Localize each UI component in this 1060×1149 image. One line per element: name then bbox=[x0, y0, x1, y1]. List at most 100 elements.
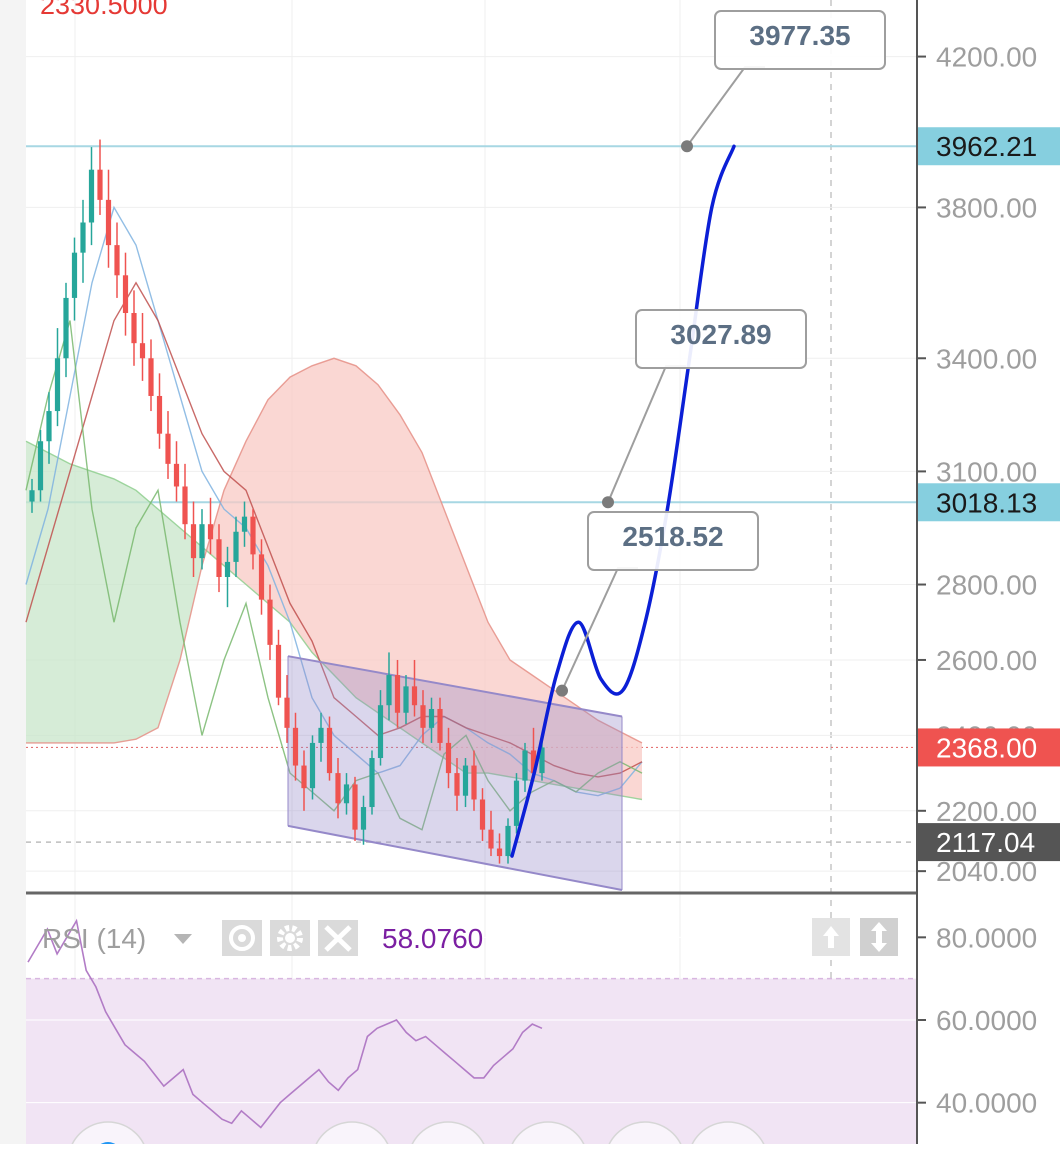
candle-body-down bbox=[207, 524, 214, 540]
candle-body-down bbox=[258, 554, 265, 600]
candle-body-down bbox=[190, 524, 197, 559]
projection-path[interactable] bbox=[510, 144, 736, 858]
candle-body-down bbox=[173, 463, 180, 487]
close-icon[interactable] bbox=[318, 920, 358, 956]
price-readout: 2330.5000 bbox=[40, 0, 168, 20]
candle-body-up bbox=[369, 758, 375, 808]
double-arrow-icon[interactable] bbox=[860, 918, 898, 956]
y-tick-label: 2800.00 bbox=[936, 570, 1037, 601]
crosshair-badge: 2117.04 bbox=[918, 823, 1060, 862]
candle-body-down bbox=[275, 644, 282, 698]
bottom-toolbar-button[interactable] bbox=[408, 1121, 488, 1149]
cloud-segment-bearish bbox=[334, 358, 356, 698]
price-callout[interactable]: 2518.52 bbox=[556, 511, 759, 697]
cloud-segment-bullish bbox=[136, 490, 158, 740]
y-tick-label: 3800.00 bbox=[936, 192, 1037, 223]
callout-box[interactable] bbox=[635, 309, 807, 369]
candle-body-down bbox=[445, 742, 452, 774]
cloud-segment-bearish bbox=[378, 384, 400, 728]
last-price-badge: 2368.00 bbox=[918, 728, 1060, 767]
candle-body-up bbox=[539, 747, 545, 774]
cloud-segment-bearish bbox=[400, 414, 422, 743]
rsi-label[interactable]: RSI (14) bbox=[42, 923, 146, 954]
rsi-band bbox=[26, 978, 916, 1144]
channel-upper-line[interactable] bbox=[287, 655, 623, 718]
candle-body-down bbox=[411, 686, 418, 706]
bottom-toolbar-button[interactable] bbox=[688, 1121, 768, 1149]
candle-body-up bbox=[54, 358, 61, 412]
callout-anchor-dot[interactable] bbox=[681, 140, 693, 153]
candle-body-up bbox=[63, 297, 69, 359]
cloud-segment-bearish bbox=[554, 690, 576, 789]
projection-layer[interactable] bbox=[510, 144, 736, 858]
cloud-segment-bearish bbox=[576, 705, 598, 792]
candle-body-down bbox=[437, 708, 443, 743]
candle-body-up bbox=[29, 490, 35, 502]
cloud-segment-bearish bbox=[444, 509, 466, 774]
candle-body-up bbox=[403, 686, 409, 713]
crosshair-badge-label: 2117.04 bbox=[936, 827, 1035, 858]
price-badges: 3962.21 3018.13 2368.00 2117.04 bbox=[918, 127, 1060, 862]
price-callout[interactable]: 3977.35 bbox=[681, 10, 886, 153]
eye-icon[interactable] bbox=[222, 920, 262, 956]
cloud-segment-bearish bbox=[466, 565, 488, 774]
candle-body-up bbox=[462, 765, 469, 796]
chikou-span-line bbox=[25, 320, 643, 831]
cloud-segment-bearish bbox=[312, 358, 334, 675]
candle-body-down bbox=[326, 727, 333, 774]
rsi-panel: 40.0000 60.0000 80.0000 bbox=[26, 918, 1037, 1149]
rsi-legend: RSI (14) 58.0760 bbox=[42, 918, 898, 956]
y-tick-label: 3400.00 bbox=[936, 343, 1037, 374]
candle-body-up bbox=[343, 784, 350, 804]
cloud-segment-bullish bbox=[114, 478, 136, 743]
candle-body-up bbox=[88, 169, 95, 223]
cloud-segment-bullish bbox=[70, 463, 92, 743]
y-tick-label: 3100.00 bbox=[936, 456, 1037, 487]
candle-body-down bbox=[479, 799, 486, 830]
candle-body-down bbox=[182, 486, 188, 525]
cloud-segment-bearish bbox=[268, 377, 290, 623]
cloud-segment-bearish bbox=[598, 720, 620, 796]
callout-box[interactable] bbox=[587, 511, 759, 571]
candle-body-up bbox=[360, 807, 367, 830]
candle-body-up bbox=[428, 708, 435, 728]
senkou-span-a-line bbox=[25, 440, 643, 801]
candle-body-up bbox=[199, 524, 205, 559]
senkou-span-b-line bbox=[26, 357, 643, 744]
cloud-segment-bearish bbox=[356, 365, 378, 713]
arrow-up-icon[interactable] bbox=[812, 918, 850, 956]
left-scroll-strip[interactable] bbox=[0, 0, 26, 1144]
cloud-segment-bearish bbox=[488, 622, 510, 777]
cloud-segment-bullish bbox=[48, 452, 70, 743]
channel-lower-line[interactable] bbox=[287, 824, 623, 891]
callout-label: 3977.35 bbox=[749, 20, 850, 51]
callout-box[interactable] bbox=[714, 10, 886, 70]
tenkan-sen-line bbox=[25, 205, 643, 797]
candle-body-down bbox=[335, 773, 341, 804]
callout-anchor-dot[interactable] bbox=[556, 684, 568, 697]
candle-body-up bbox=[80, 222, 86, 253]
callouts-layer[interactable]: 3977.35 3027.89 2518.52 bbox=[556, 10, 886, 697]
candle-body-down bbox=[165, 433, 171, 464]
rsi-current-value: 58.0760 bbox=[382, 923, 483, 954]
hline-upper-badge-bg bbox=[918, 127, 1060, 166]
candle-body-up bbox=[309, 742, 316, 789]
bottom-toolbar-button[interactable] bbox=[68, 1121, 148, 1149]
bottom-toolbar-button[interactable] bbox=[312, 1121, 392, 1149]
candle-body-up bbox=[37, 441, 44, 491]
candle-body-up bbox=[46, 411, 52, 442]
bottom-toolbar-button[interactable] bbox=[605, 1121, 685, 1149]
hline-lower-badge-bg bbox=[918, 483, 1060, 522]
price-callout[interactable]: 3027.89 bbox=[602, 309, 807, 509]
candle-body-down bbox=[394, 675, 401, 713]
callout-anchor-dot[interactable] bbox=[602, 496, 614, 509]
bottom-toolbar-button[interactable] bbox=[508, 1121, 588, 1149]
candle-body-up bbox=[233, 531, 239, 562]
caret-down-icon[interactable] bbox=[174, 934, 192, 944]
gear-icon[interactable] bbox=[270, 920, 310, 956]
callout-label: 2518.52 bbox=[622, 521, 723, 552]
candle-body-up bbox=[505, 825, 511, 857]
price-axis[interactable]: 2040.002200.002400.002600.002800.003100.… bbox=[917, 42, 1037, 888]
